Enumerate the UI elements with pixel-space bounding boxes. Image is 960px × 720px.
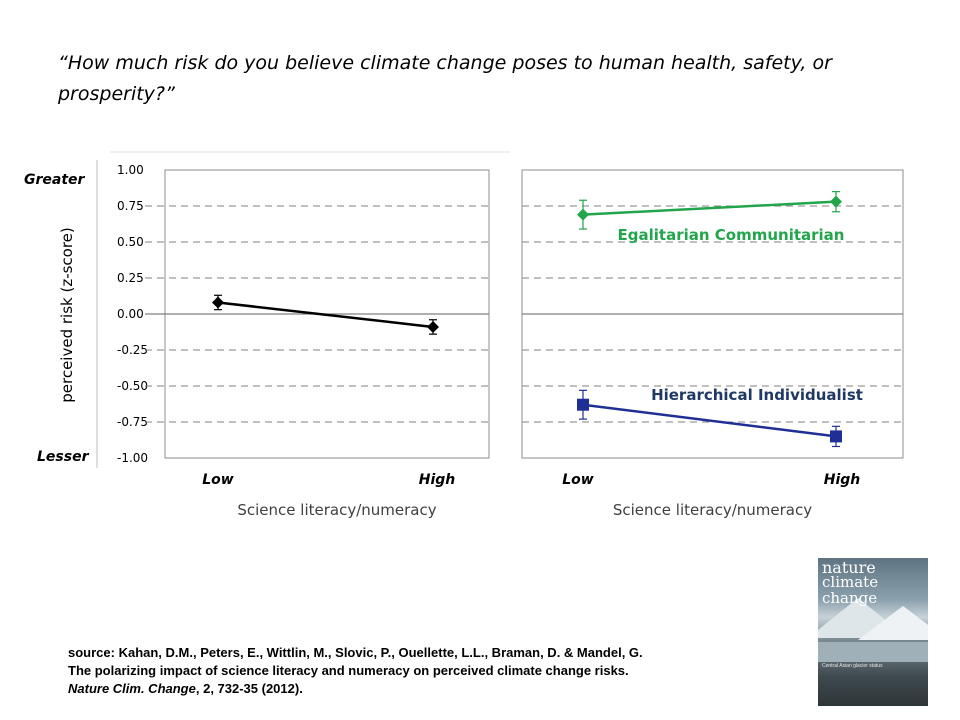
cover-title-climate-change: climate change bbox=[822, 573, 879, 607]
y-axis-lesser-label: Lesser bbox=[37, 449, 90, 465]
chart-panel-overall: Low High Science literacy/numeracy bbox=[145, 169, 490, 519]
chart-panel-worldview: Low High Science literacy/numeracy Egalitar… bbox=[521, 169, 904, 519]
x-axis-title: Science literacy/numeracy bbox=[613, 501, 812, 519]
series-name-label: Egalitarian Communitarian bbox=[618, 226, 845, 244]
y-tick-label: 0.25 bbox=[117, 271, 144, 285]
data-point-diamond bbox=[830, 195, 842, 208]
y-tick-label: -0.50 bbox=[117, 379, 148, 393]
data-point-diamond bbox=[577, 208, 589, 221]
source-citation: source: Kahan, D.M., Peters, E., Wittlin… bbox=[68, 644, 808, 698]
data-point-square bbox=[577, 398, 589, 411]
chart-area: 1.00 0.75 0.50 0.25 0.00 -0.25 -0.50 -0.75 -1.00… bbox=[24, 151, 904, 519]
cover-caption: Central Asian glacier status bbox=[822, 663, 883, 669]
citation-details: , 2, 732-35 (2012). bbox=[195, 681, 303, 696]
x-category-label: Low bbox=[562, 472, 594, 488]
journal-cover-image: nature climate change Central Asian glac… bbox=[818, 558, 928, 706]
y-axis: 1.00 0.75 0.50 0.25 0.00 -0.25 -0.50 -0.75 -1.00… bbox=[24, 151, 510, 468]
data-point-diamond bbox=[427, 320, 439, 333]
y-tick-label: -0.75 bbox=[117, 415, 148, 429]
series-line bbox=[217, 301, 434, 329]
y-tick-label: 0.00 bbox=[117, 307, 144, 321]
y-tick-label: 1.00 bbox=[117, 163, 144, 177]
y-tick-label: -1.00 bbox=[117, 451, 148, 465]
x-axis-title: Science literacy/numeracy bbox=[237, 501, 436, 519]
series-line bbox=[582, 200, 837, 216]
data-point-square bbox=[830, 430, 842, 443]
source-line-title: The polarizing impact of science literac… bbox=[68, 663, 629, 678]
x-category-label: High bbox=[419, 472, 456, 488]
y-axis-greater-label: Greater bbox=[24, 172, 86, 188]
cover-title-nature: nature bbox=[822, 558, 876, 577]
y-tick-label: 0.75 bbox=[117, 199, 144, 213]
series-name-label: Hierarchical Individualist bbox=[651, 386, 863, 404]
series-line bbox=[582, 403, 837, 438]
y-tick-label: -0.25 bbox=[117, 343, 148, 357]
journal-name: Nature Clim. Change bbox=[68, 681, 196, 696]
x-category-label: High bbox=[824, 472, 861, 488]
data-point-diamond bbox=[212, 296, 224, 309]
x-category-label: Low bbox=[202, 472, 234, 488]
survey-question: “How much risk do you believe climate ch… bbox=[58, 52, 832, 105]
y-tick-label: 0.50 bbox=[117, 235, 144, 249]
source-line-authors: source: Kahan, D.M., Peters, E., Wittlin… bbox=[68, 645, 643, 660]
y-axis-title: perceived risk (z-score) bbox=[58, 227, 76, 403]
source-line-journal: Nature Clim. Change, 2, 732-35 (2012). bbox=[68, 680, 808, 698]
